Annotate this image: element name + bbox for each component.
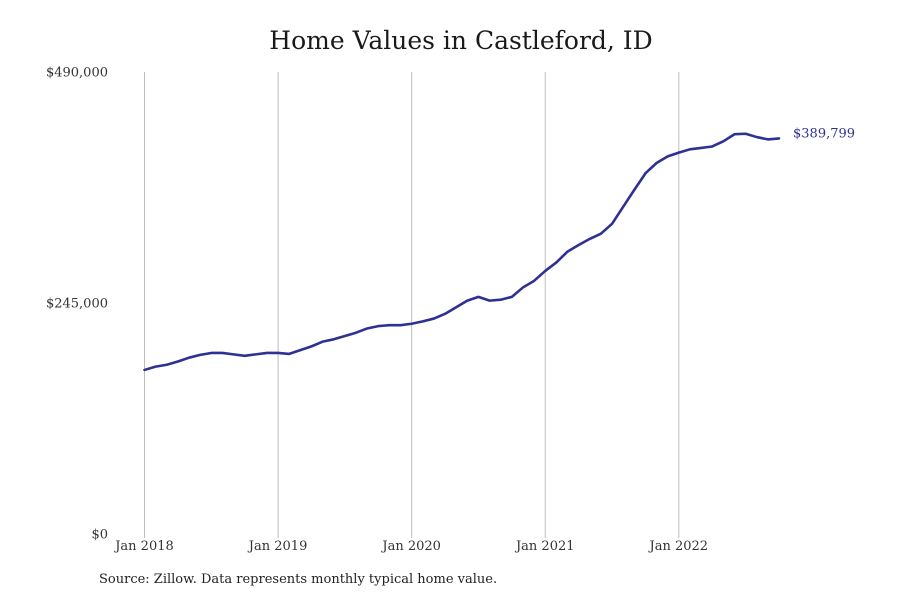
data-point [399,324,401,326]
data-point [333,338,335,340]
x-tick-label: Jan 2022 [648,539,709,554]
series-layer: $389,799 [143,126,855,372]
data-point [722,140,724,142]
data-point [166,364,168,366]
data-point [422,320,424,322]
data-point [321,340,323,342]
data-point [767,138,769,140]
data-point [566,250,568,252]
data-point [522,286,524,288]
data-point [778,137,780,139]
data-point [477,296,479,298]
data-point [255,353,257,355]
data-point [377,325,379,327]
x-axis: Jan 2018 Jan 2019 Jan 2020 Jan 2021 Jan 2022 [113,539,708,554]
data-point [277,352,279,354]
y-tick-label: $490,000 [46,66,108,81]
data-point [744,133,746,135]
y-axis: $0 $245,000 $490,000 [46,66,108,543]
data-point [344,335,346,337]
data-point [455,306,457,308]
x-tick-label: Jan 2019 [247,539,308,554]
data-point [622,206,624,208]
data-point [388,324,390,326]
data-point [433,317,435,319]
grid-layer [144,72,680,538]
data-point [232,353,234,355]
data-point [544,270,546,272]
x-tick-label: Jan 2020 [380,539,441,554]
data-point [221,352,223,354]
x-tick-label: Jan 2018 [113,539,174,554]
data-point [243,355,245,357]
data-point [678,151,680,153]
data-point [633,189,635,191]
data-point [555,261,557,263]
y-tick-label: $245,000 [46,297,108,312]
data-point [143,369,145,371]
data-point [177,360,179,362]
data-point [644,172,646,174]
series-line [143,132,781,372]
data-point [511,296,513,298]
data-point [355,332,357,334]
data-point [689,148,691,150]
source-note: Source: Zillow. Data represents monthly … [99,572,498,587]
series-end-label: $389,799 [793,126,855,141]
data-point [466,299,468,301]
data-point [154,365,156,367]
data-point [533,280,535,282]
data-point [666,155,668,157]
data-point [733,133,735,135]
data-point [410,323,412,325]
data-point [611,223,613,225]
data-point [299,349,301,351]
data-point [756,136,758,138]
data-point [589,238,591,240]
data-point [199,354,201,356]
data-point [310,345,312,347]
data-point [288,353,290,355]
x-tick-label: Jan 2021 [514,539,575,554]
data-point [210,352,212,354]
y-tick-label: $0 [91,528,108,543]
data-point [500,299,502,301]
data-point [444,313,446,315]
data-point [577,244,579,246]
data-point [188,356,190,358]
data-point [700,147,702,149]
data-point [600,233,602,235]
data-point [488,299,490,301]
chart-title: Home Values in Castleford, ID [269,26,653,55]
data-point [266,352,268,354]
data-point [655,162,657,164]
data-point [366,327,368,329]
data-point [711,145,713,147]
